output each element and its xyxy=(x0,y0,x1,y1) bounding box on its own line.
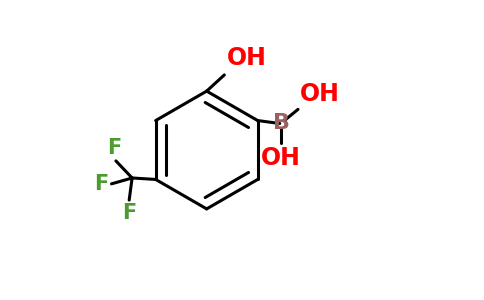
Text: OH: OH xyxy=(227,46,267,70)
Text: OH: OH xyxy=(300,82,339,106)
Text: F: F xyxy=(122,203,136,223)
Text: F: F xyxy=(107,138,121,158)
Text: OH: OH xyxy=(261,146,301,170)
Text: B: B xyxy=(272,113,290,134)
Text: F: F xyxy=(94,174,108,194)
